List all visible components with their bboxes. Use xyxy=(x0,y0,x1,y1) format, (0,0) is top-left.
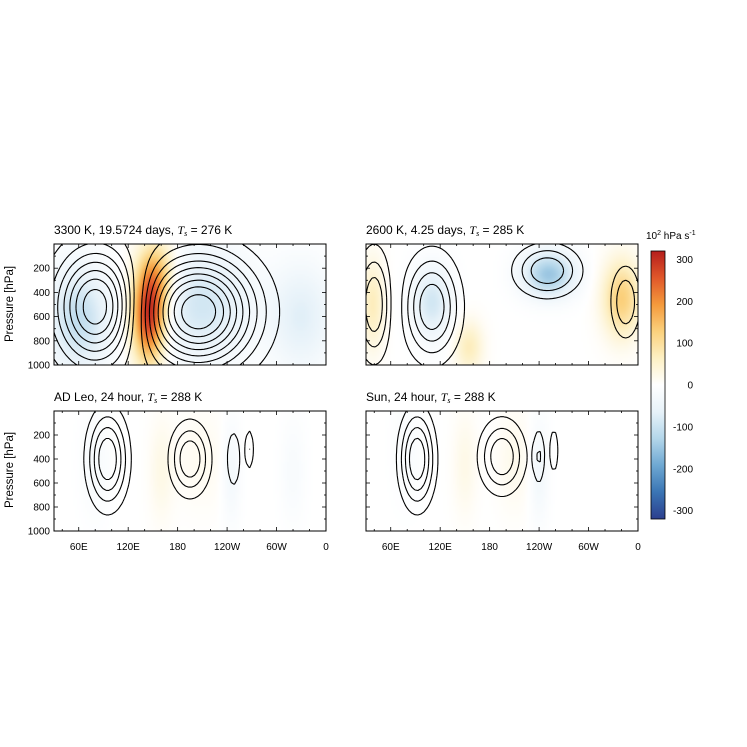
x-tick-label-60W: 60W xyxy=(578,542,599,553)
panel-3-x-ticks xyxy=(61,411,327,531)
contour-positive xyxy=(140,243,281,366)
panel-title-2: 2600 K, 4.25 days, Ts = 285 K xyxy=(366,223,524,238)
panel-3: 200 400 600 800 1000 60E 120E 180 120W 60W 0 xyxy=(28,410,329,553)
contour-positive xyxy=(365,243,639,366)
contour-positive xyxy=(490,438,514,476)
panel-2-x-ticks xyxy=(373,244,639,365)
contour-negative xyxy=(407,260,458,354)
contour-negative xyxy=(53,243,135,366)
x-tick-label-120E: 120E xyxy=(117,542,141,553)
y-tick-label-600: 600 xyxy=(33,479,50,490)
contour-positive xyxy=(181,294,217,330)
contour-positive xyxy=(153,260,251,364)
panel-1-shading xyxy=(54,244,326,365)
panel-4-contours xyxy=(395,410,559,516)
contour-positive xyxy=(173,286,225,338)
y-tick-label-1000: 1000 xyxy=(28,527,51,538)
panel-3-contours xyxy=(83,410,254,516)
contour-positive xyxy=(173,430,251,488)
x-tick-label-120E: 120E xyxy=(429,542,453,553)
contour-negative xyxy=(404,426,430,492)
panel-title-3: AD Leo, 24 hour, Ts = 288 K xyxy=(54,390,202,405)
colorbar-tick-label: -100 xyxy=(673,422,693,433)
x-tick-label-120W: 120W xyxy=(214,542,241,553)
colorbar-bar xyxy=(650,250,666,520)
contour-positive xyxy=(483,427,542,486)
contour-positive xyxy=(148,253,258,366)
contour-positive xyxy=(157,267,244,357)
panel-2-contours xyxy=(365,243,639,366)
y-axis-label-bottom: Pressure [hPa] xyxy=(4,432,16,508)
contour-negative xyxy=(413,272,451,342)
panel-title-1: 3300 K, 19.5724 days, Ts = 276 K xyxy=(54,223,232,238)
contour-positive xyxy=(179,440,201,478)
contour-negative xyxy=(408,437,426,481)
contour-negative xyxy=(63,261,123,352)
y-tick-label-600: 600 xyxy=(33,312,50,323)
colorbar-tick-label: 300 xyxy=(676,255,693,266)
y-tick-label-200: 200 xyxy=(33,264,50,275)
colorbar-tick-label: -300 xyxy=(673,506,693,517)
colorbar: 300 200 100 0 -100 -200 -300 xyxy=(650,250,693,520)
y-axis-label-top: Pressure [hPa] xyxy=(4,266,16,342)
contour-positive xyxy=(365,250,636,348)
x-tick-label-180: 180 xyxy=(169,542,186,553)
y-tick-label-800: 800 xyxy=(33,336,50,347)
contour-negative xyxy=(69,270,119,344)
panel-1-x-ticks xyxy=(61,244,327,365)
x-tick-label-60W: 60W xyxy=(266,542,287,553)
contour-positive xyxy=(167,279,231,344)
colorbar-tick-label: 0 xyxy=(687,381,693,392)
colorbar-tick-label: 200 xyxy=(676,297,693,308)
panel-2-shading xyxy=(366,244,638,365)
contour-negative xyxy=(419,283,445,330)
panel-2 xyxy=(365,243,639,366)
y-tick-label-800: 800 xyxy=(33,503,50,514)
contour-negative xyxy=(82,289,108,325)
contour-positive xyxy=(162,273,238,351)
contour-negative xyxy=(83,410,132,516)
panel-4-x-ticks xyxy=(373,411,639,531)
x-tick-label-0: 0 xyxy=(323,542,329,553)
contour-negative xyxy=(93,427,122,491)
colorbar-tick-label: -200 xyxy=(673,464,693,475)
x-tick-label-60E: 60E xyxy=(70,542,88,553)
panel-4: 60E 120E 180 120W 60W 0 xyxy=(365,410,641,553)
x-tick-label-0: 0 xyxy=(635,542,641,553)
panel-2-y-ticks xyxy=(366,255,638,366)
panel-4-y-ticks xyxy=(366,422,638,532)
contour-positive xyxy=(144,243,267,366)
contour-negative xyxy=(401,245,466,366)
x-tick-label-120W: 120W xyxy=(526,542,553,553)
y-tick-label-400: 400 xyxy=(33,455,50,466)
x-tick-label-60E: 60E xyxy=(382,542,400,553)
contour-negative xyxy=(57,252,127,361)
y-tick-label-400: 400 xyxy=(33,288,50,299)
contour-negative xyxy=(89,416,127,502)
x-tick-label-180: 180 xyxy=(481,542,498,553)
contour-positive xyxy=(476,416,559,498)
colorbar-tick-label: 100 xyxy=(676,339,693,350)
panel-1: 200 400 600 800 1000 xyxy=(28,243,327,372)
y-tick-label-1000: 1000 xyxy=(28,361,51,372)
contour-positive xyxy=(167,418,254,500)
y-tick-label-200: 200 xyxy=(33,431,50,442)
colorbar-unit-label: 102 hPa s-1 xyxy=(646,230,696,242)
contour-negative xyxy=(400,416,434,502)
panel-3-y-ticks xyxy=(54,422,326,532)
contour-negative xyxy=(395,410,439,516)
panel-1-y-ticks xyxy=(54,255,326,366)
contour-negative xyxy=(75,278,114,335)
contour-negative xyxy=(98,437,117,481)
panel-title-4: Sun, 24 hour, Ts = 288 K xyxy=(366,390,496,405)
